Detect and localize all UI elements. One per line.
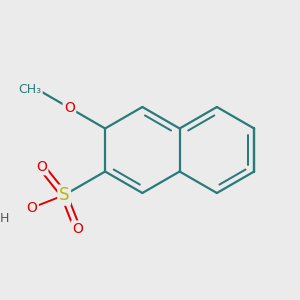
Text: O: O bbox=[72, 222, 83, 236]
Text: S: S bbox=[59, 186, 69, 204]
Text: O: O bbox=[36, 160, 47, 174]
Text: CH₃: CH₃ bbox=[18, 83, 41, 96]
Text: H: H bbox=[0, 212, 9, 225]
Text: O: O bbox=[64, 101, 75, 115]
Text: O: O bbox=[27, 201, 38, 215]
